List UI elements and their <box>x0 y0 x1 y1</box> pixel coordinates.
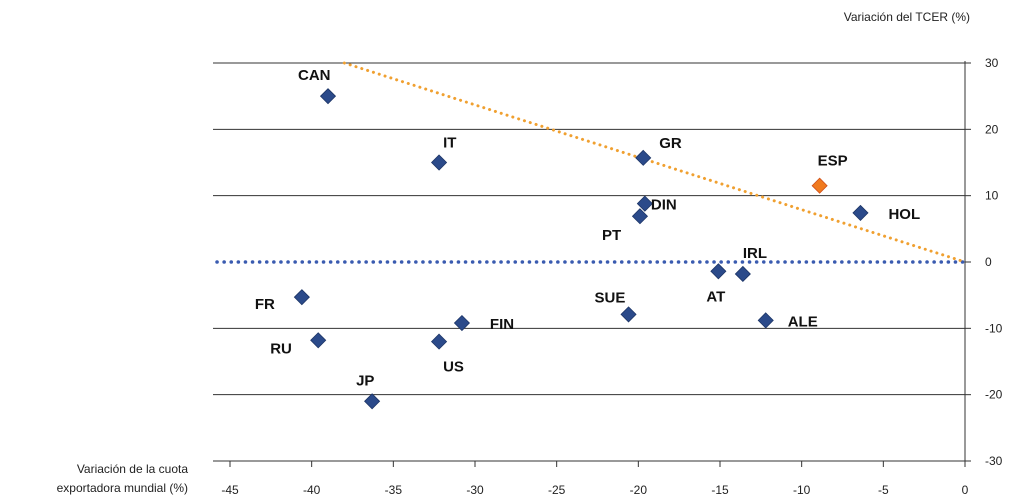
point-sue <box>620 306 637 323</box>
point-label-ale: ALE <box>788 313 818 330</box>
x-tick-label: -30 <box>466 483 484 497</box>
point-label-ru: RU <box>270 340 292 357</box>
point-pt <box>631 208 649 225</box>
point-fr <box>293 289 310 306</box>
point-it <box>431 154 448 171</box>
y-tick-label: 0 <box>985 255 992 269</box>
data-points <box>293 88 869 410</box>
point-label-esp: ESP <box>818 153 848 170</box>
point-label-hol: HOL <box>888 206 920 223</box>
x-tick-label: -40 <box>303 483 321 497</box>
x-tick-label: -10 <box>793 483 811 497</box>
point-label-jp: JP <box>356 372 374 389</box>
x-axis-label-line-2: exportadora mundial (%) <box>57 481 188 495</box>
point-labels: CAN IT GR ESP DIN HOL PT IRL AT FR SUE FIN ALE RU US JP <box>255 67 920 389</box>
point-label-fr: FR <box>255 296 275 313</box>
axes <box>213 61 971 467</box>
point-label-us: US <box>443 359 464 376</box>
point-label-it: IT <box>443 135 456 152</box>
point-label-pt: PT <box>602 227 621 244</box>
point-label-din: DIN <box>651 197 677 214</box>
point-label-sue: SUE <box>595 289 626 306</box>
x-tick-label: -25 <box>548 483 566 497</box>
point-gr <box>635 149 652 166</box>
point-jp <box>364 393 381 410</box>
point-ru <box>310 332 327 349</box>
y-tick-label: -10 <box>985 321 1003 335</box>
y-tick-labels: 30 20 10 0 -10 -20 -30 <box>985 56 1003 468</box>
point-label-gr: GR <box>659 135 682 152</box>
point-hol <box>852 204 869 221</box>
y-axis-label: Variación del TCER (%) <box>844 10 970 24</box>
x-tick-label: 0 <box>962 483 969 497</box>
point-ale <box>757 312 774 329</box>
point-esp <box>811 177 828 194</box>
x-axis-label-line-1: Variación de la cuota <box>77 462 189 476</box>
x-tick-label: -15 <box>711 483 729 497</box>
point-irl <box>734 265 751 283</box>
point-at <box>710 263 727 280</box>
point-din <box>636 195 653 212</box>
x-tick-labels: -45 -40 -35 -30 -25 -20 -15 -10 -5 0 <box>221 483 968 497</box>
point-fin <box>453 314 470 332</box>
y-tick-label: -20 <box>985 388 1003 402</box>
trend-line <box>342 61 967 264</box>
point-label-at: AT <box>706 288 725 305</box>
trend-line-path <box>342 61 967 264</box>
grid-lines <box>213 62 965 396</box>
y-tick-label: 30 <box>985 56 999 70</box>
point-us <box>431 333 448 350</box>
point-label-irl: IRL <box>743 245 767 262</box>
y-tick-label: -30 <box>985 454 1003 468</box>
point-can <box>319 88 337 105</box>
x-tick-label: -5 <box>878 483 889 497</box>
y-tick-label: 10 <box>985 189 999 203</box>
point-label-fin: FIN <box>490 316 514 333</box>
x-tick-label: -20 <box>630 483 648 497</box>
y-tick-label: 20 <box>985 122 999 136</box>
x-tick-label: -45 <box>221 483 239 497</box>
point-label-can: CAN <box>298 67 331 84</box>
x-tick-label: -35 <box>385 483 403 497</box>
